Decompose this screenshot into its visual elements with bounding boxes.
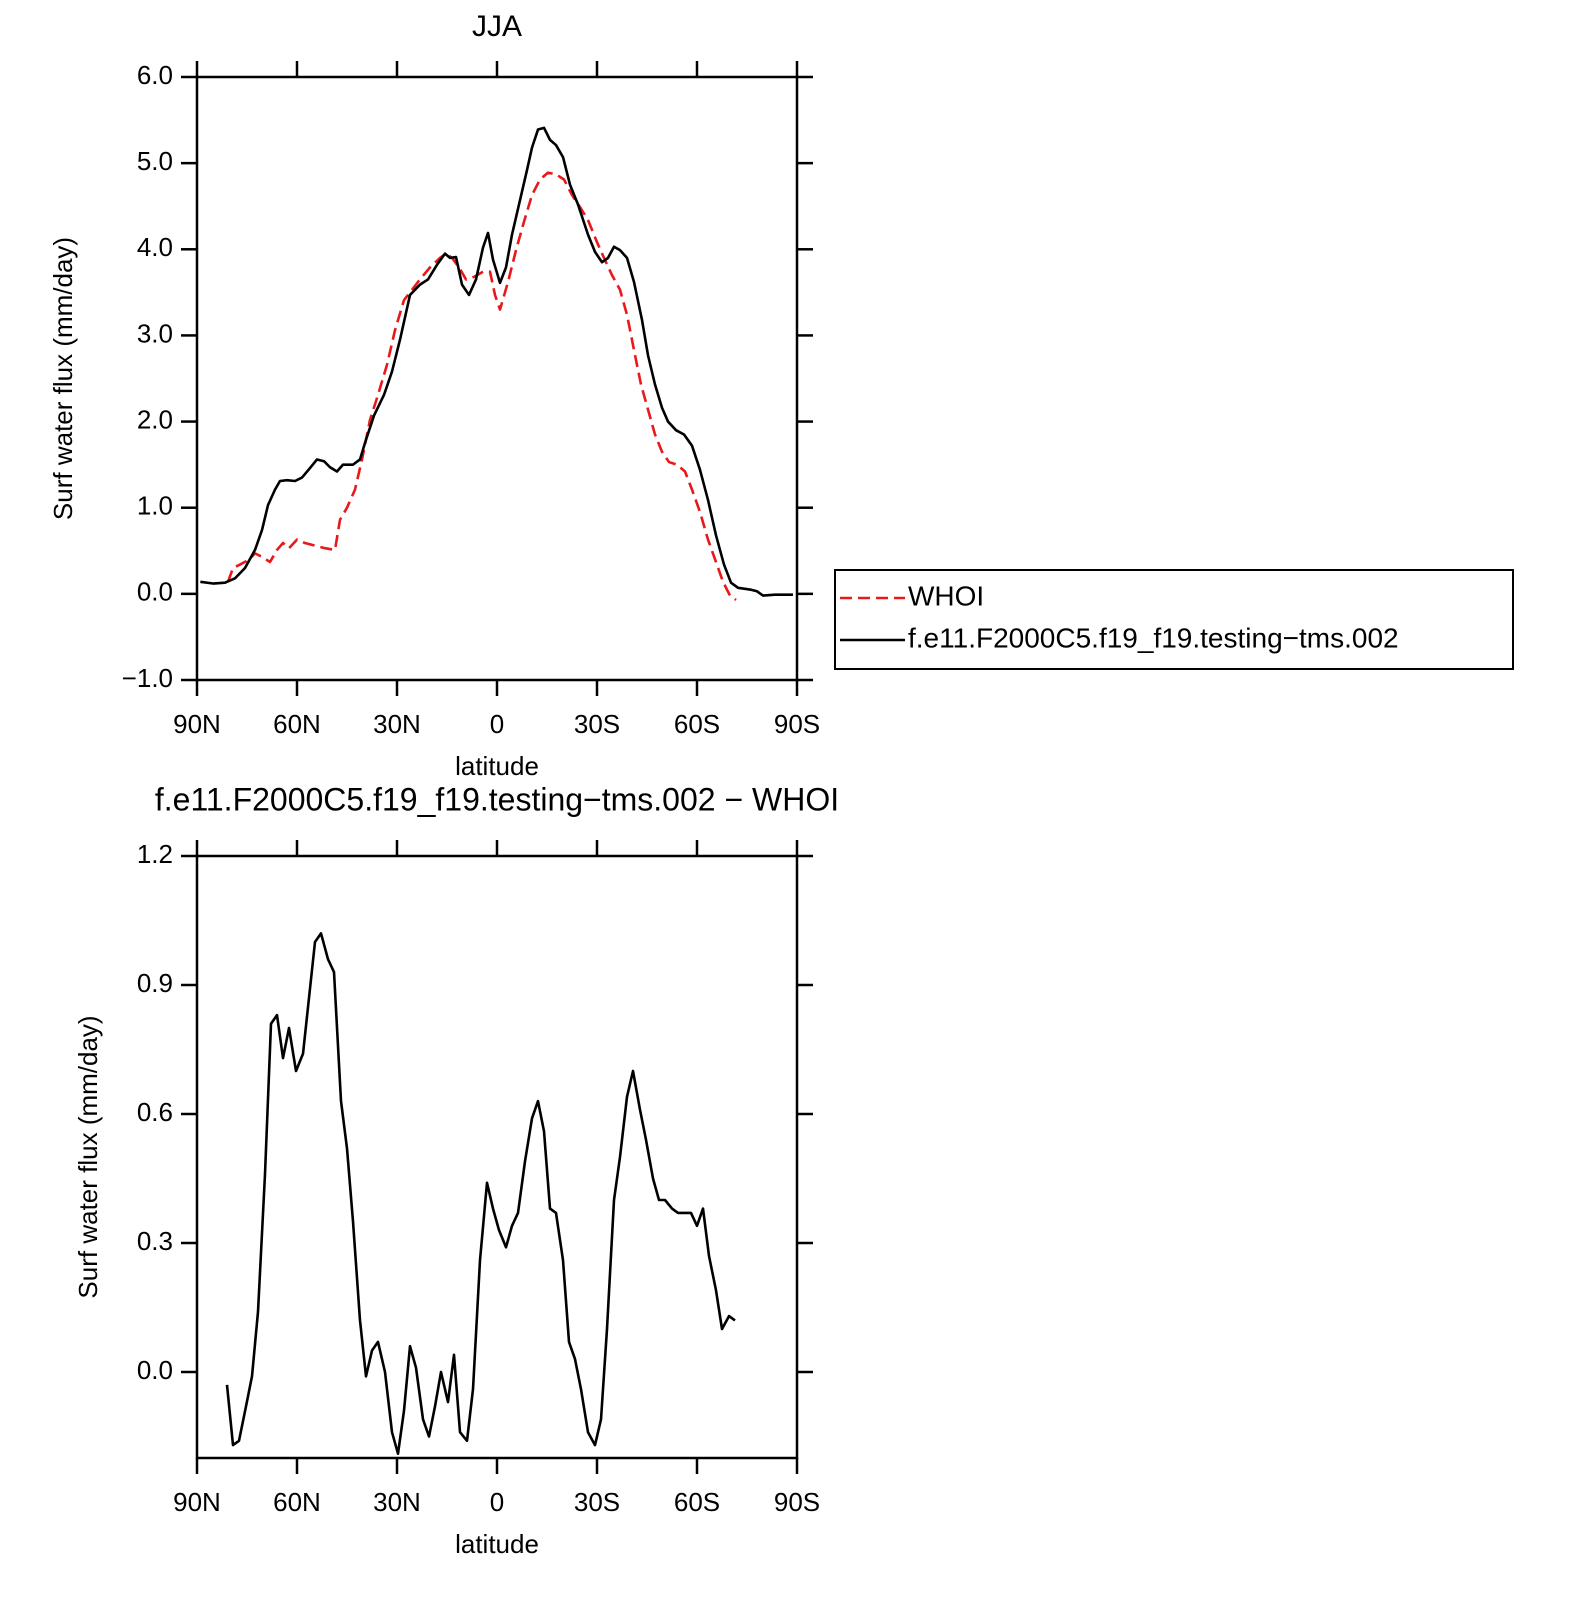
y-axis-label: Surf water flux (mm/day) [73, 1015, 103, 1298]
x-tick-label: 60S [674, 709, 720, 739]
y-tick-label: 1.0 [137, 491, 173, 521]
x-axis-label: latitude [455, 1529, 539, 1559]
x-tick-label: 90S [774, 1487, 820, 1517]
y-tick-label: 1.2 [137, 839, 173, 869]
legend-label: f.e11.F2000C5.f19_f19.testing−tms.002 [908, 622, 1399, 653]
x-tick-label: 60N [273, 1487, 321, 1517]
y-tick-label: 5.0 [137, 146, 173, 176]
y-tick-label: 2.0 [137, 404, 173, 434]
x-tick-label: 0 [490, 1487, 504, 1517]
y-tick-label: 3.0 [137, 318, 173, 348]
x-tick-label: 30S [574, 1487, 620, 1517]
x-tick-label: 30S [574, 709, 620, 739]
y-tick-label: 0.3 [137, 1226, 173, 1256]
y-tick-label: 0.0 [137, 1355, 173, 1385]
x-tick-label: 60N [273, 709, 321, 739]
x-tick-label: 90S [774, 709, 820, 739]
y-tick-label: 4.0 [137, 232, 173, 262]
x-tick-label: 30N [373, 709, 421, 739]
plot-frame [195, 854, 799, 1460]
x-tick-label: 90N [173, 709, 221, 739]
y-tick-label: 0.6 [137, 1097, 173, 1127]
x-axis-label: latitude [455, 751, 539, 781]
chart-title: JJA [472, 10, 522, 43]
x-tick-label: 60S [674, 1487, 720, 1517]
y-tick-label: 0.9 [137, 968, 173, 998]
y-tick-label: −1.0 [122, 663, 173, 693]
data-line [225, 932, 736, 1455]
y-tick-label: 0.0 [137, 577, 173, 607]
plot-frame [195, 75, 799, 682]
chart-title: f.e11.F2000C5.f19_f19.testing−tms.002 − … [155, 781, 839, 817]
x-tick-label: 30N [373, 1487, 421, 1517]
y-axis-label: Surf water flux (mm/day) [48, 237, 78, 520]
legend-label: WHOI [908, 580, 984, 611]
data-line [226, 171, 737, 601]
legend-box [834, 569, 1514, 670]
data-line [200, 126, 793, 597]
x-tick-label: 0 [490, 709, 504, 739]
y-tick-label: 6.0 [137, 60, 173, 90]
x-tick-label: 90N [173, 1487, 221, 1517]
